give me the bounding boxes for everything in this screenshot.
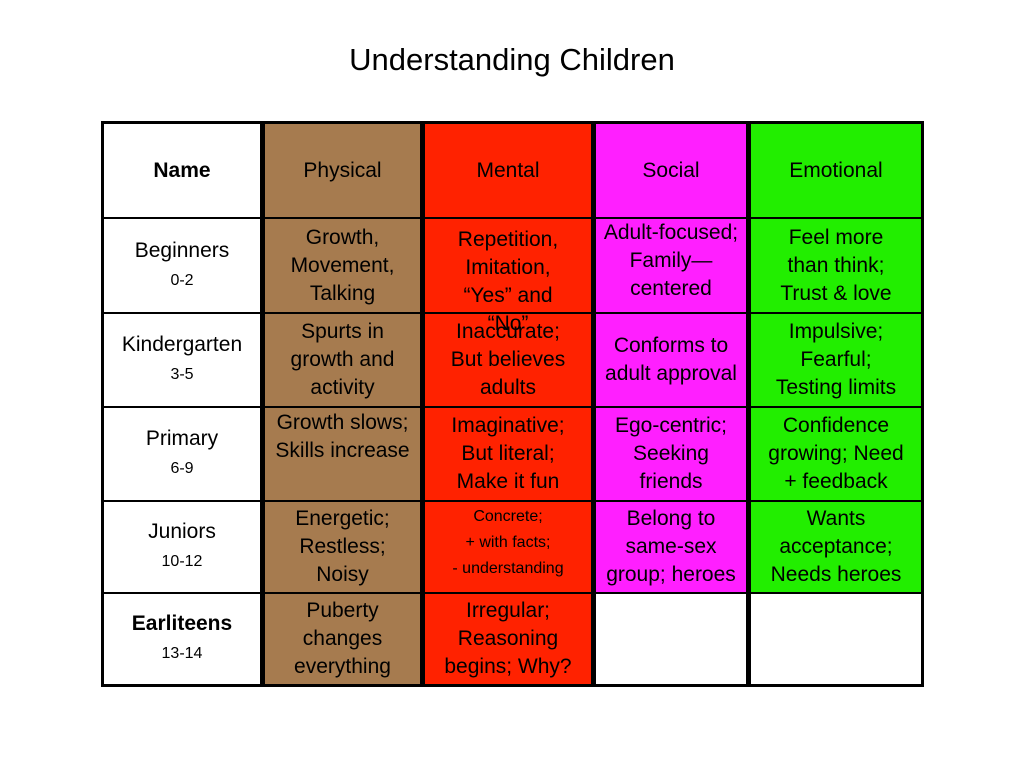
cell-line: - understanding bbox=[452, 560, 564, 577]
cell-line: Adult-focused; bbox=[603, 221, 739, 244]
cell-line: Concrete; bbox=[473, 508, 543, 525]
row-age: 10-12 bbox=[161, 553, 203, 570]
row-age: 0-2 bbox=[170, 271, 194, 289]
cell-line: changes bbox=[302, 627, 383, 650]
cell-line: everything bbox=[294, 655, 391, 678]
cell-line: Repetition, bbox=[457, 228, 559, 251]
cell-line: adult approval bbox=[605, 362, 737, 385]
cell-line: Confidence bbox=[782, 414, 890, 437]
empty-emotional-cell bbox=[751, 594, 921, 684]
row-name: Juniors bbox=[148, 520, 216, 543]
physical-cell: Growth, Movement, Talking bbox=[265, 219, 420, 312]
cell-line: Irregular; bbox=[465, 599, 551, 622]
physical-cell: Energetic; Restless; Noisy bbox=[265, 502, 420, 592]
cell-line: Ego-centric; bbox=[614, 414, 728, 437]
row-name-cell: Juniors 10-12 bbox=[104, 502, 260, 592]
cell-line: Imitation, bbox=[465, 256, 551, 279]
cell-line: begins; Why? bbox=[444, 655, 572, 678]
cell-line: activity bbox=[310, 376, 375, 399]
empty-social-cell bbox=[596, 594, 746, 684]
row-age: 3-5 bbox=[170, 366, 194, 383]
cell-line: Feel more bbox=[788, 225, 884, 249]
mental-cell-bg bbox=[425, 219, 591, 312]
cell-line: adults bbox=[479, 376, 537, 399]
cell-line: Reasoning bbox=[457, 627, 559, 650]
cell-line: Movement, bbox=[290, 253, 395, 277]
header-mental: Mental bbox=[425, 124, 591, 217]
header-physical: Physical bbox=[265, 124, 420, 217]
cell-line: Noisy bbox=[316, 563, 369, 586]
social-cell: Belong to same-sex group; heroes bbox=[596, 502, 746, 592]
cell-line: Growth slows; bbox=[276, 411, 409, 434]
emotional-cell: Wants acceptance; Needs heroes bbox=[751, 502, 921, 592]
cell-line: Impulsive; bbox=[788, 320, 884, 343]
cell-line: Spurts in bbox=[301, 320, 384, 343]
row-name: Beginners bbox=[134, 238, 230, 262]
cell-line: + feedback bbox=[784, 470, 888, 493]
cell-line: Seeking bbox=[633, 442, 709, 465]
social-cell: Adult-focused; Family— centered bbox=[596, 219, 746, 312]
cell-line: Puberty bbox=[306, 599, 379, 622]
cell-line: Family— bbox=[629, 249, 713, 272]
mental-cell-bg bbox=[425, 314, 591, 406]
cell-line: Energetic; bbox=[295, 507, 390, 530]
cell-line: Wants bbox=[806, 507, 866, 530]
mental-cell: Irregular; Reasoning begins; Why? bbox=[425, 594, 591, 684]
cell-line: growing; Need bbox=[768, 442, 904, 465]
cell-line: Make it fun bbox=[456, 470, 560, 493]
social-cell: Ego-centric; Seeking friends bbox=[596, 408, 746, 500]
cell-line: Needs heroes bbox=[770, 563, 902, 586]
physical-cell: Puberty changes everything bbox=[265, 594, 420, 684]
row-name-cell: Kindergarten 3-5 bbox=[104, 314, 260, 406]
emotional-cell: Impulsive; Fearful; Testing limits bbox=[751, 314, 921, 406]
cell-line: Belong to bbox=[626, 507, 716, 530]
mental-cell: Repetition, Imitation, “Yes” and “No” bbox=[425, 219, 591, 335]
cell-line: friends bbox=[639, 470, 703, 493]
cell-line: Conforms to bbox=[613, 334, 729, 357]
row-name: Primary bbox=[145, 427, 219, 450]
header-name: Name bbox=[104, 124, 260, 217]
physical-cell: Spurts in growth and activity bbox=[265, 314, 420, 406]
cell-line: same-sex bbox=[625, 535, 717, 558]
row-age: 13-14 bbox=[161, 645, 203, 662]
row-age: 6-9 bbox=[170, 460, 194, 477]
emotional-cell: Confidence growing; Need + feedback bbox=[751, 408, 921, 500]
cell-line: Fearful; bbox=[800, 348, 872, 371]
cell-line: Trust & love bbox=[780, 281, 892, 305]
cell-line: group; heroes bbox=[606, 563, 736, 586]
social-cell: Conforms to adult approval bbox=[596, 314, 746, 406]
row-name: Earliteens bbox=[131, 612, 233, 635]
cell-line: Testing limits bbox=[775, 376, 897, 399]
cell-line: But literal; bbox=[461, 442, 555, 465]
header-social: Social bbox=[596, 124, 746, 217]
page-title: Understanding Children bbox=[349, 42, 675, 77]
cell-line: than think; bbox=[787, 253, 885, 277]
cell-line: Imaginative; bbox=[451, 414, 565, 437]
mental-cell: Inaccurate; But believes adults bbox=[425, 314, 591, 406]
row-name-cell: Earliteens 13-14 bbox=[104, 594, 260, 684]
understanding-children-table: Name Physical Mental Social Emotional Be… bbox=[101, 121, 924, 687]
header-emotional: Emotional bbox=[751, 124, 921, 217]
cell-line: Inaccurate; bbox=[456, 320, 560, 343]
cell-line: “No” bbox=[487, 312, 529, 335]
cell-line: Talking bbox=[309, 281, 376, 305]
row-name-cell: Beginners 0-2 bbox=[104, 219, 260, 312]
cell-line: + with facts; bbox=[465, 534, 551, 551]
mental-cell: Imaginative; But literal; Make it fun bbox=[425, 408, 591, 500]
row-name-cell: Primary 6-9 bbox=[104, 408, 260, 500]
cell-line: Restless; bbox=[299, 535, 386, 558]
cell-line: centered bbox=[630, 277, 712, 300]
row-name: Kindergarten bbox=[121, 333, 243, 356]
mental-cell: Concrete; + with facts; - understanding bbox=[425, 502, 591, 592]
physical-cell: Growth slows; Skills increase bbox=[265, 408, 420, 500]
cell-line: But believes bbox=[450, 348, 566, 371]
cell-line: “Yes” and bbox=[463, 284, 553, 307]
cell-line: acceptance; bbox=[779, 535, 893, 558]
cell-line: Growth, bbox=[305, 225, 380, 249]
emotional-cell: Feel more than think; Trust & love bbox=[751, 219, 921, 312]
cell-line: growth and bbox=[290, 348, 395, 371]
cell-line: Skills increase bbox=[275, 439, 410, 462]
